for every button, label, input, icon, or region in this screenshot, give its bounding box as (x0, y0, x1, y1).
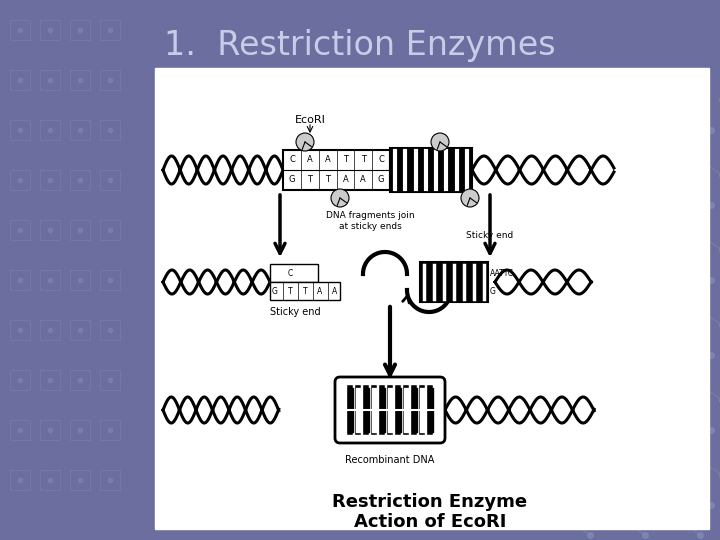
Text: Recombinant DNA: Recombinant DNA (346, 455, 435, 465)
Bar (70, 370, 90, 390)
Bar (390, 148, 472, 192)
Text: T: T (325, 176, 330, 185)
Text: T: T (288, 287, 292, 295)
Text: G: G (490, 287, 496, 295)
Text: Sticky end: Sticky end (467, 232, 513, 240)
Bar (100, 320, 120, 340)
Bar (155, 68, 709, 529)
Text: 1.  Restriction Enzymes: 1. Restriction Enzymes (164, 29, 556, 63)
Text: A: A (343, 176, 348, 185)
Bar (10, 320, 30, 340)
Bar (10, 170, 30, 190)
Bar (10, 420, 30, 440)
Bar (40, 70, 60, 90)
Bar (270, 282, 340, 300)
Text: G: G (289, 176, 295, 185)
Bar (270, 264, 318, 282)
Text: EcoRI: EcoRI (294, 115, 325, 125)
Bar (100, 70, 120, 90)
Bar (100, 20, 120, 40)
Text: T: T (361, 156, 366, 165)
Text: Action of EcoRI: Action of EcoRI (354, 513, 506, 531)
Text: Sticky end: Sticky end (270, 307, 320, 317)
Text: AATTC: AATTC (490, 268, 514, 278)
Bar (40, 420, 60, 440)
Bar (420, 262, 488, 302)
FancyBboxPatch shape (335, 377, 445, 443)
Circle shape (431, 133, 449, 151)
Text: G: G (378, 176, 384, 185)
Bar (100, 220, 120, 240)
Bar (100, 470, 120, 490)
Text: T: T (307, 176, 312, 185)
Bar (40, 270, 60, 290)
Bar (40, 170, 60, 190)
Bar (10, 220, 30, 240)
Circle shape (331, 189, 349, 207)
Bar (70, 470, 90, 490)
Text: A: A (318, 287, 323, 295)
Text: C: C (287, 268, 292, 278)
Bar (70, 120, 90, 140)
Text: Restriction Enzyme: Restriction Enzyme (333, 493, 528, 511)
Bar (100, 420, 120, 440)
Text: G: G (272, 287, 278, 295)
Circle shape (296, 133, 314, 151)
Text: T: T (302, 287, 307, 295)
Text: A: A (333, 287, 338, 295)
Bar (10, 70, 30, 90)
Bar (40, 470, 60, 490)
Bar (70, 320, 90, 340)
Bar (10, 20, 30, 40)
Bar (283, 150, 390, 190)
Text: C: C (289, 156, 295, 165)
Bar (100, 120, 120, 140)
Bar (10, 370, 30, 390)
Bar (70, 220, 90, 240)
Bar (40, 20, 60, 40)
Bar (40, 320, 60, 340)
Bar (70, 270, 90, 290)
Bar (40, 220, 60, 240)
Bar (10, 470, 30, 490)
Bar (100, 270, 120, 290)
Text: T: T (343, 156, 348, 165)
Bar (10, 270, 30, 290)
Bar (70, 170, 90, 190)
Bar (100, 170, 120, 190)
Bar (70, 20, 90, 40)
Circle shape (461, 189, 479, 207)
Bar (40, 120, 60, 140)
Bar (10, 120, 30, 140)
Bar (70, 70, 90, 90)
Text: A: A (360, 176, 366, 185)
Text: DNA fragments join
at sticky ends: DNA fragments join at sticky ends (325, 211, 414, 232)
Bar (100, 370, 120, 390)
Bar (70, 420, 90, 440)
Bar (40, 370, 60, 390)
Text: A: A (325, 156, 330, 165)
Text: A: A (307, 156, 312, 165)
Text: C: C (378, 156, 384, 165)
